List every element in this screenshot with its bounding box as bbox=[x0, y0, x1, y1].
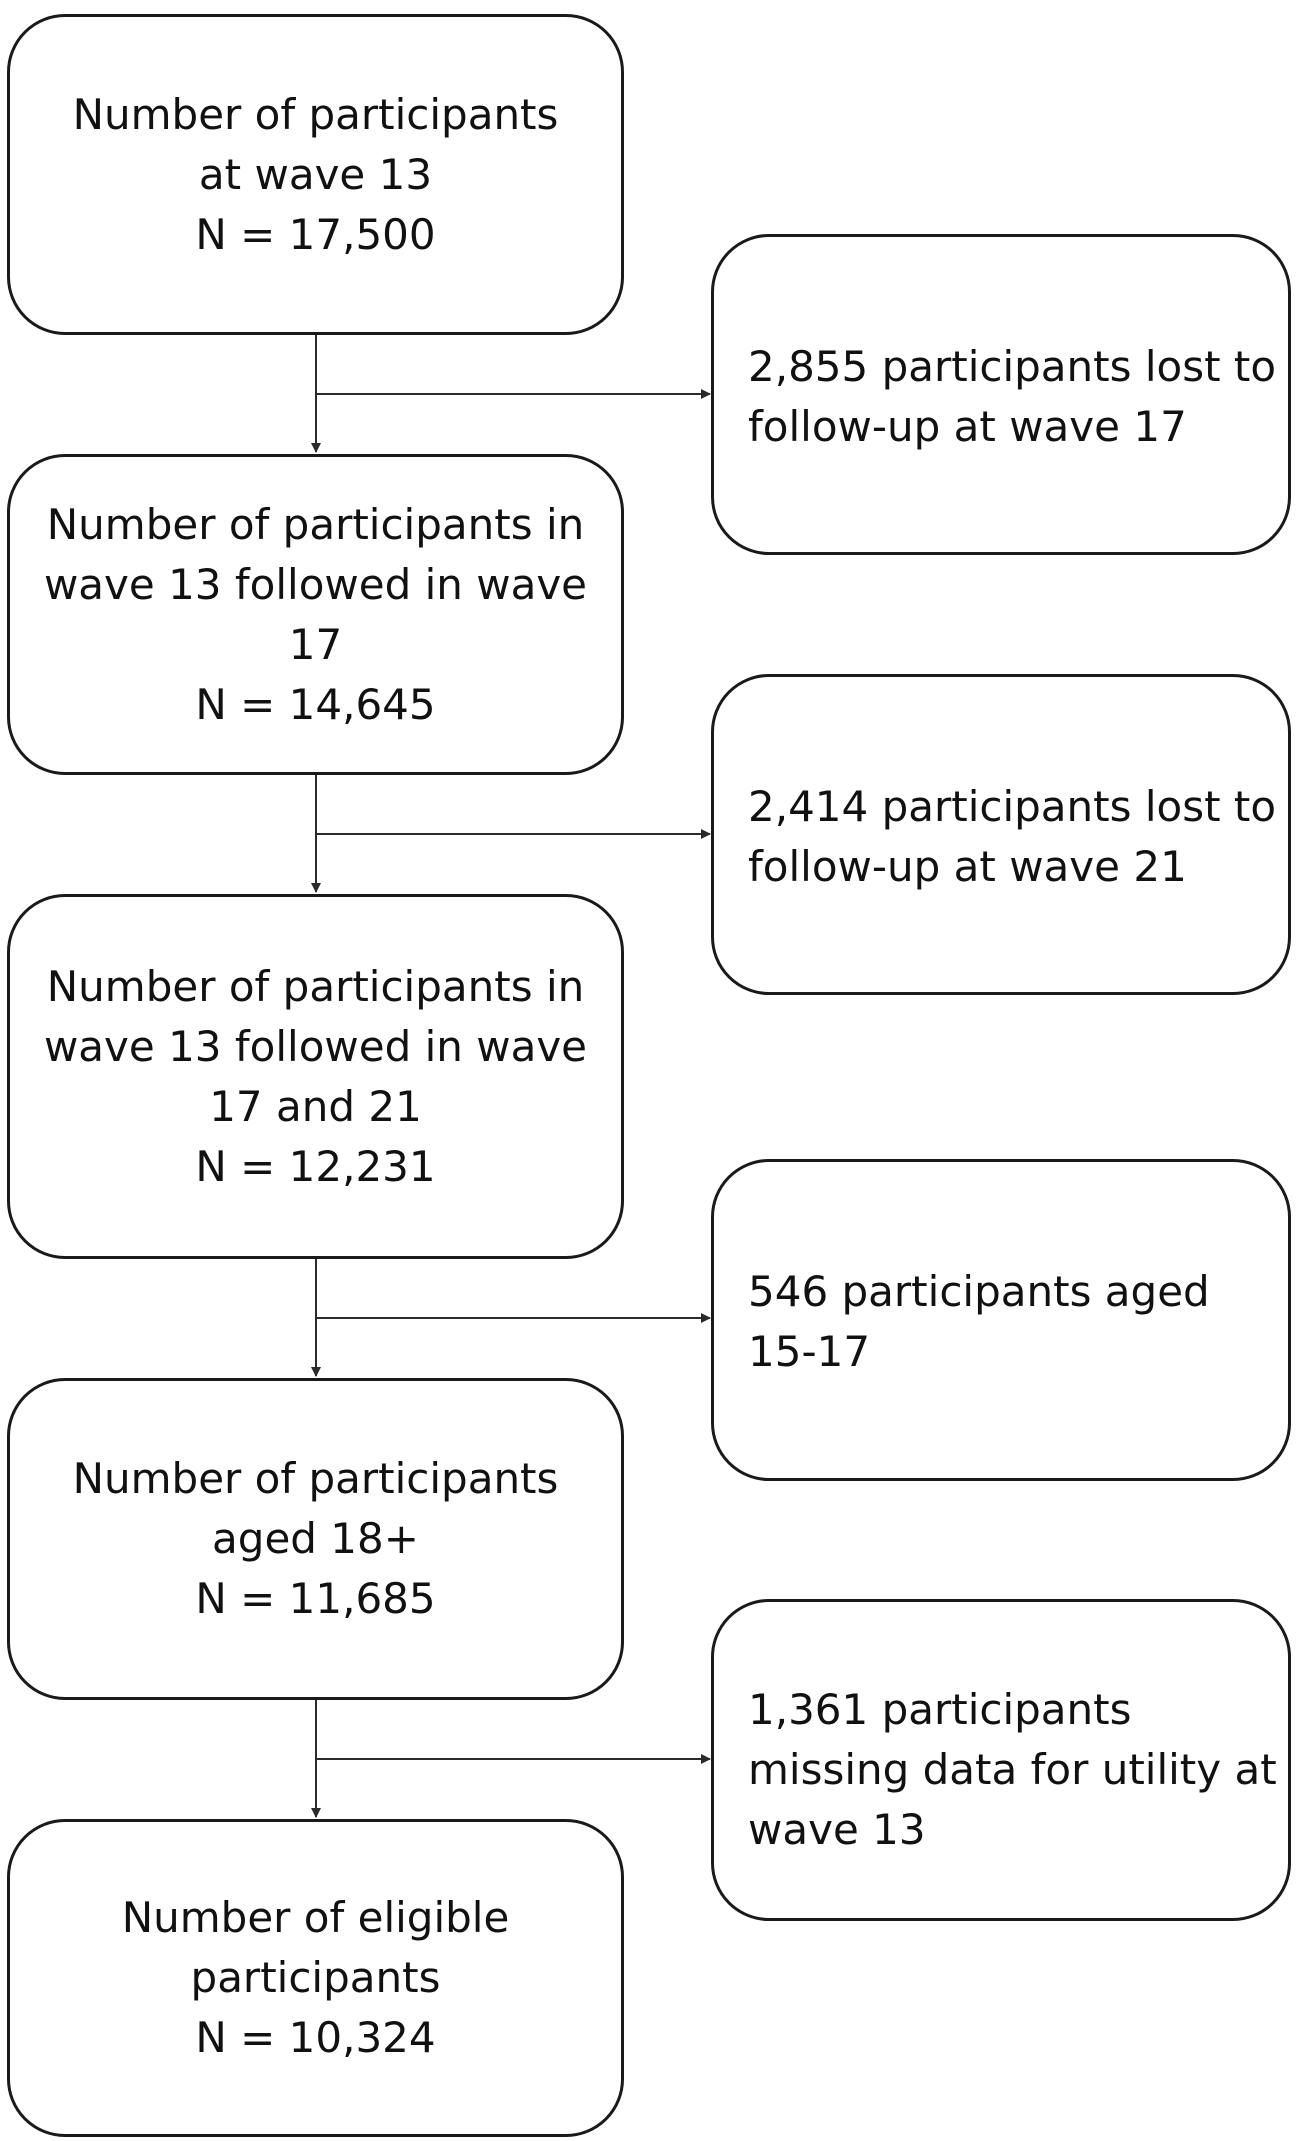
box-text-line: Number of participants in bbox=[46, 499, 585, 549]
box-text-line: participants bbox=[190, 1953, 441, 2002]
exclusion-text-line: 2,414 participants lost to bbox=[748, 782, 1277, 831]
box-count: N = 11,685 bbox=[195, 1574, 436, 1623]
exclusion-text-line: 546 participants aged bbox=[748, 1267, 1210, 1316]
box-text-line: Number of participants bbox=[72, 1454, 559, 1503]
exclusion-text-line: 15-17 bbox=[748, 1327, 871, 1376]
exclusion-text-line: 2,855 participants lost to bbox=[748, 342, 1277, 391]
box-aged-18-plus: Number of participants aged 18+ N = 11,6… bbox=[7, 1378, 624, 1700]
exclusion-text-line: follow-up at wave 17 bbox=[748, 402, 1187, 451]
exclusion-text-line: follow-up at wave 21 bbox=[748, 842, 1187, 891]
box-text-line: 17 and 21 bbox=[209, 1081, 422, 1131]
exclusion-box-missing-utility: 1,361 participants missing data for util… bbox=[711, 1599, 1291, 1921]
box-eligible-participants: Number of eligible participants N = 10,3… bbox=[7, 1819, 624, 2137]
exclusion-text-line: wave 13 bbox=[748, 1805, 926, 1854]
box-followed-wave17-21: Number of participants in wave 13 follow… bbox=[7, 894, 624, 1259]
box-text-line: wave 13 followed in wave bbox=[43, 559, 588, 609]
box-text-line: aged 18+ bbox=[212, 1514, 419, 1563]
box-text-line: Number of participants bbox=[72, 89, 559, 139]
box-count: N = 12,231 bbox=[195, 1141, 436, 1191]
box-count: N = 17,500 bbox=[195, 209, 436, 259]
box-count: N = 14,645 bbox=[195, 679, 436, 729]
exclusion-box-lost-wave17: 2,855 participants lost to follow-up at … bbox=[711, 234, 1291, 555]
box-text-line: Number of eligible bbox=[121, 1893, 510, 1942]
box-text-line: at wave 13 bbox=[198, 149, 433, 199]
box-text-line: Number of participants in bbox=[46, 961, 585, 1011]
exclusion-text-line: missing data for utility at bbox=[748, 1745, 1277, 1794]
box-wave13-participants: Number of participants at wave 13 N = 17… bbox=[7, 14, 624, 335]
box-text-line: 17 bbox=[288, 619, 343, 669]
exclusion-text-line: 1,361 participants bbox=[748, 1685, 1132, 1734]
exclusion-box-lost-wave21: 2,414 participants lost to follow-up at … bbox=[711, 674, 1291, 995]
box-text-line: wave 13 followed in wave bbox=[43, 1021, 588, 1071]
box-followed-wave17: Number of participants in wave 13 follow… bbox=[7, 454, 624, 775]
exclusion-box-aged-15-17: 546 participants aged 15-17 bbox=[711, 1159, 1291, 1481]
box-count: N = 10,324 bbox=[195, 2013, 436, 2062]
